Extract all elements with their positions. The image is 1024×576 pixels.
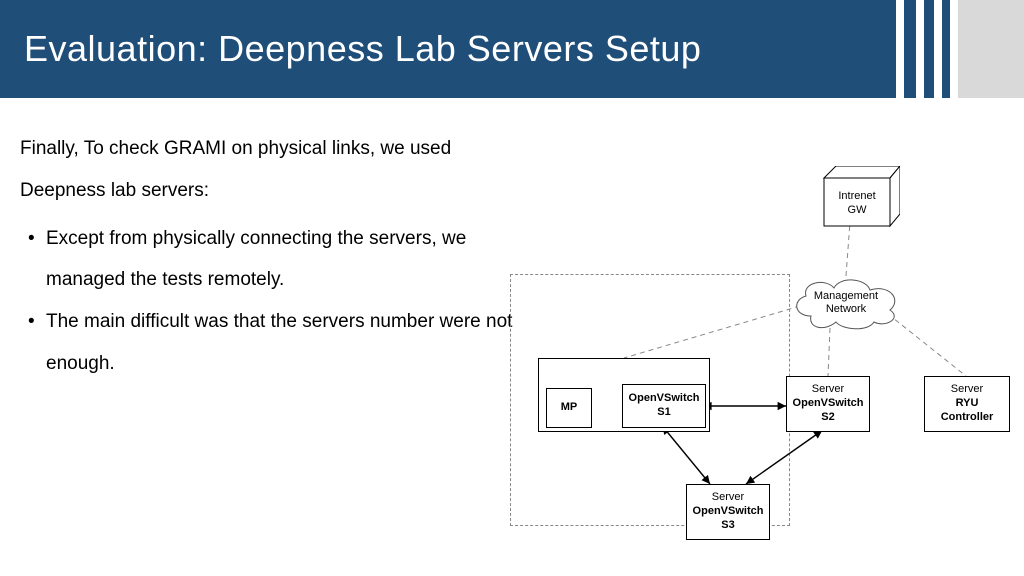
- intro-paragraph: Finally, To check GRAMI on physical link…: [20, 128, 520, 212]
- title-bar: Evaluation: Deepness Lab Servers Setup: [0, 0, 896, 98]
- body-text: Finally, To check GRAMI on physical link…: [20, 128, 520, 385]
- bullet-2: The main difficult was that the servers …: [28, 301, 520, 385]
- ovs3-l1: OpenVSwitch: [693, 505, 764, 519]
- cloud-label-2: Network: [826, 303, 866, 315]
- node-ovs3: Server OpenVSwitch S3: [686, 484, 770, 540]
- bullet-1: Except from physically connecting the se…: [28, 218, 520, 302]
- ovs3-title: Server: [712, 491, 744, 505]
- ryu-l1: RYU: [956, 397, 979, 411]
- bullet-list: Except from physically connecting the se…: [20, 218, 520, 385]
- network-diagram: Intrenet GW Management Network Server MP…: [510, 166, 1020, 576]
- accent-stripe-1: [904, 0, 916, 98]
- ovs2-title: Server: [812, 383, 844, 397]
- gray-accent-block: [958, 0, 1024, 98]
- node-management-network: Management Network: [786, 274, 906, 330]
- ryu-title: Server: [951, 383, 983, 397]
- node-ovs1: OpenVSwitch S1: [622, 384, 706, 428]
- slide-header: Evaluation: Deepness Lab Servers Setup: [0, 0, 1024, 98]
- ovs1-l1: OpenVSwitch: [629, 392, 700, 406]
- mp-label: MP: [561, 401, 578, 415]
- ovs2-l2: S2: [821, 411, 834, 425]
- ovs1-l2: S1: [657, 406, 670, 420]
- ovs2-l1: OpenVSwitch: [793, 397, 864, 411]
- ryu-l2: Controller: [941, 411, 994, 425]
- ovs3-l2: S3: [721, 519, 734, 533]
- cloud-label-1: Management: [814, 290, 878, 302]
- node-internet-gw: Intrenet GW: [814, 166, 900, 232]
- accent-stripe-3: [942, 0, 950, 98]
- accent-stripe-2: [924, 0, 934, 98]
- gw-label-2: GW: [848, 204, 867, 216]
- node-mp: MP: [546, 388, 592, 428]
- slide-title: Evaluation: Deepness Lab Servers Setup: [24, 28, 701, 70]
- node-ovs2: Server OpenVSwitch S2: [786, 376, 870, 432]
- gw-label-1: Intrenet: [838, 190, 875, 202]
- node-ryu: Server RYU Controller: [924, 376, 1010, 432]
